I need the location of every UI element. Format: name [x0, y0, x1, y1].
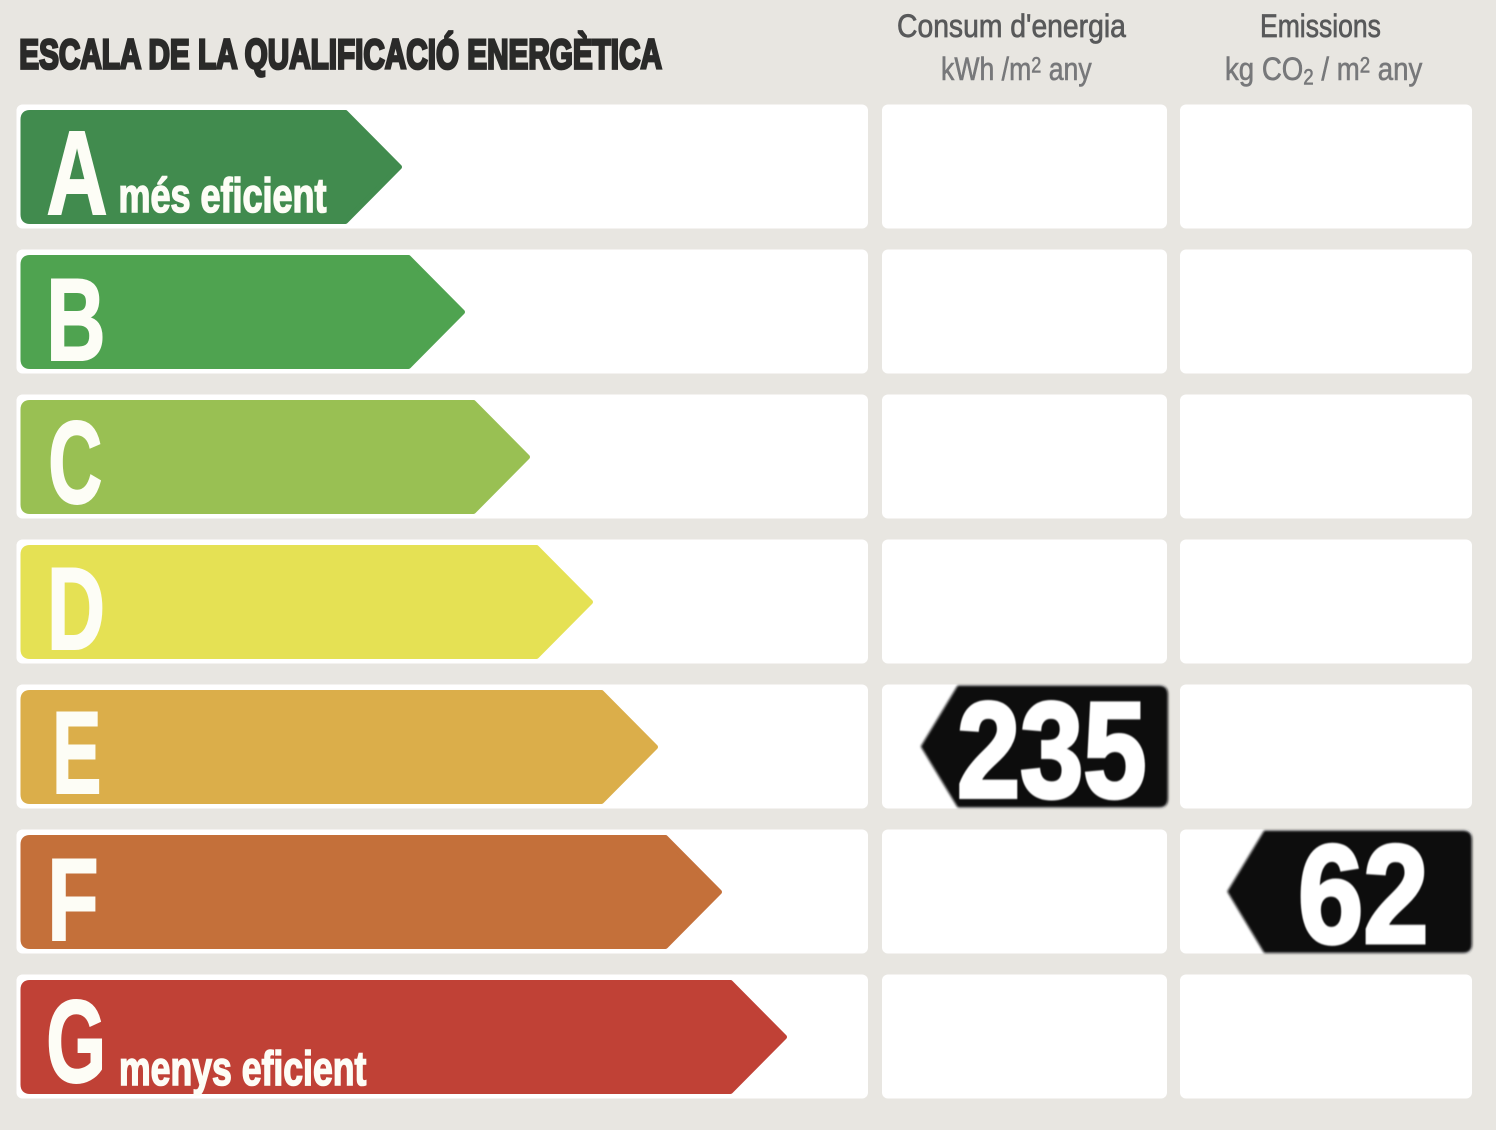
svg-text:B: B [46, 255, 105, 386]
svg-text:G: G [46, 976, 106, 1107]
svg-text:235: 235 [957, 674, 1146, 826]
svg-text:kg CO2 / m2 any: kg CO2 / m2 any [1225, 52, 1423, 90]
svg-text:menys eficient: menys eficient [119, 1042, 366, 1095]
svg-text:més eficient: més eficient [119, 169, 327, 222]
svg-text:kWh /m2 any: kWh /m2 any [941, 52, 1092, 88]
svg-text:E: E [52, 687, 101, 819]
svg-text:C: C [48, 397, 102, 528]
svg-text:D: D [47, 544, 105, 675]
svg-text:F: F [47, 834, 98, 965]
svg-text:ESCALA DE LA QUALIFICACIÓ ENER: ESCALA DE LA QUALIFICACIÓ ENERGÈTICA [19, 29, 662, 77]
svg-text:62: 62 [1298, 817, 1428, 973]
svg-text:Emissions: Emissions [1260, 9, 1381, 45]
svg-text:Consum d'energia: Consum d'energia [897, 8, 1126, 44]
svg-text:A: A [47, 107, 108, 240]
